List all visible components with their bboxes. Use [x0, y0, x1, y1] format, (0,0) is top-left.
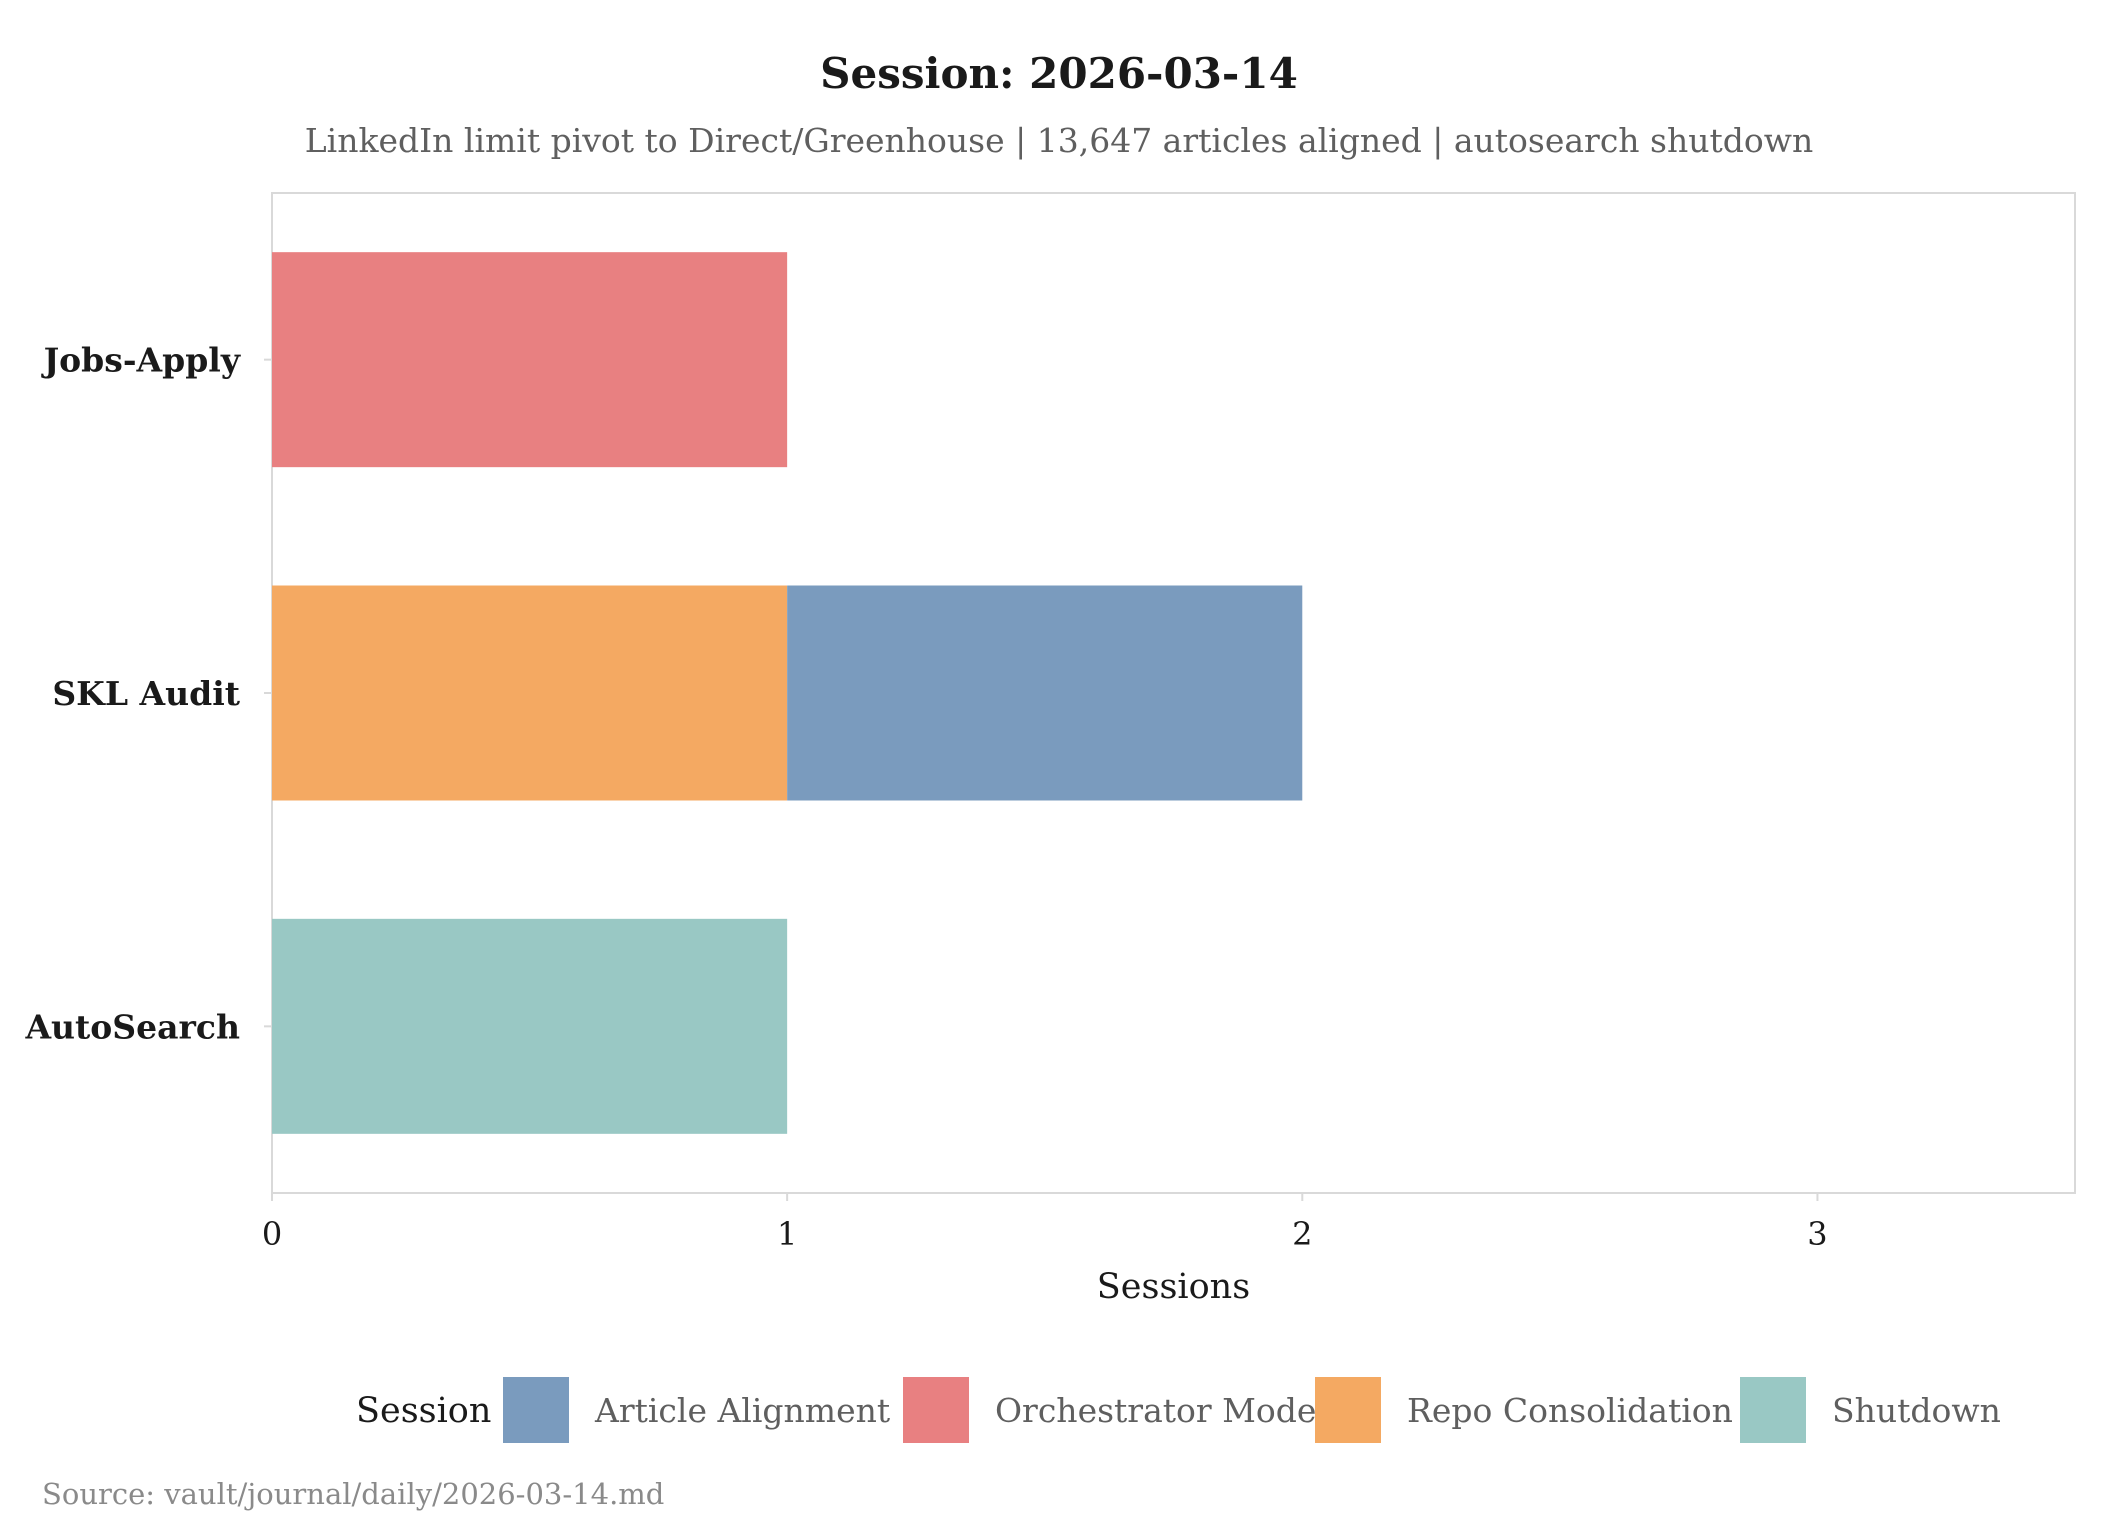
- legend-label: Shutdown: [1832, 1391, 2001, 1430]
- legend-swatch: [1740, 1377, 1806, 1443]
- y-tick-label: SKL Audit: [52, 674, 240, 713]
- chart-title: Session: 2026-03-14: [820, 49, 1298, 98]
- x-tick-label: 3: [1807, 1215, 1827, 1253]
- legend-label: Orchestrator Mode: [995, 1391, 1316, 1430]
- x-tick-label: 2: [1292, 1215, 1312, 1253]
- x-tick-label: 1: [777, 1215, 797, 1253]
- chart-subtitle: LinkedIn limit pivot to Direct/Greenhous…: [305, 121, 1814, 160]
- chart-caption: Source: vault/journal/daily/2026-03-14.m…: [42, 1477, 664, 1511]
- legend-swatch: [1315, 1377, 1381, 1443]
- x-tick-label: 0: [262, 1215, 282, 1253]
- y-tick-label: Jobs-Apply: [41, 341, 241, 380]
- bar-autosearch-shutdown: [272, 918, 788, 1134]
- legend-swatch: [903, 1377, 969, 1443]
- legend-swatch: [503, 1377, 569, 1443]
- legend-label: Repo Consolidation: [1407, 1391, 1733, 1430]
- legend-label: Article Alignment: [594, 1391, 890, 1430]
- bar-skl-audit-article-alignment: [787, 585, 1303, 801]
- legend-title: Session: [356, 1391, 491, 1431]
- x-axis-title: Sessions: [1097, 1267, 1250, 1307]
- y-tick-label: AutoSearch: [24, 1007, 240, 1046]
- bar-jobs-apply-orchestrator-mode: [272, 252, 788, 468]
- bar-skl-audit-repo-consolidation: [272, 585, 788, 801]
